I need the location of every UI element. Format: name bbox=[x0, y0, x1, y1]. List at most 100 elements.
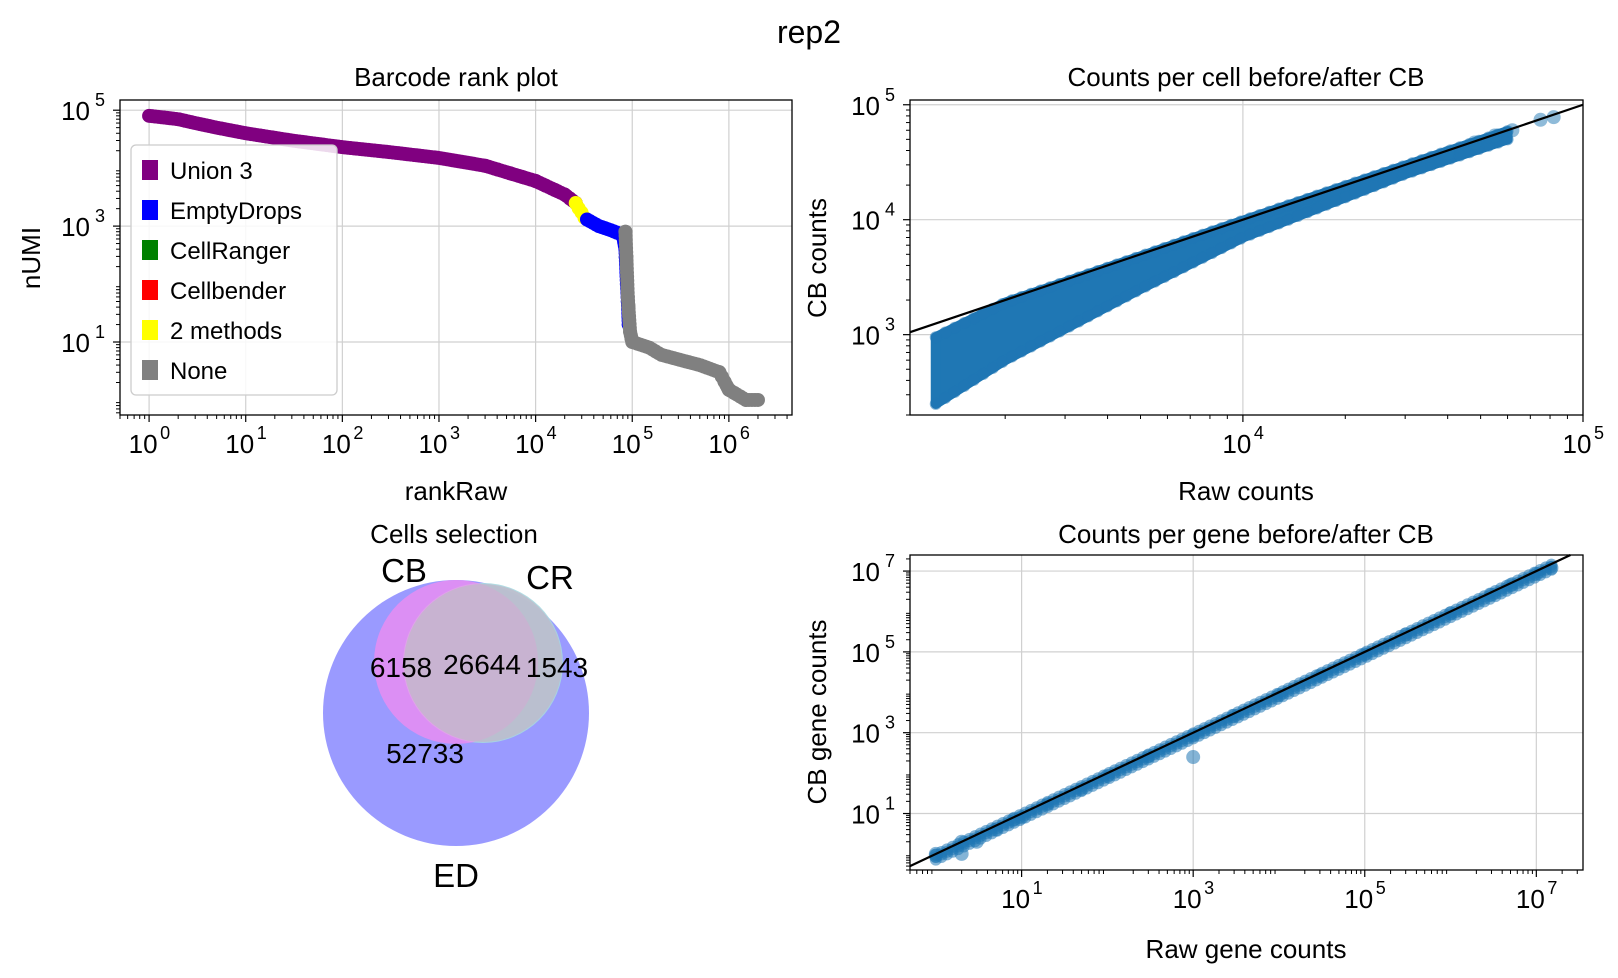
genes-ylabel: CB gene counts bbox=[802, 619, 832, 804]
genes-point bbox=[988, 822, 1003, 837]
genes-title: Counts per gene before/after CB bbox=[1058, 519, 1434, 549]
cells-point bbox=[1282, 213, 1295, 226]
x-tick-exponent: 0 bbox=[160, 423, 170, 443]
cells-point bbox=[1053, 325, 1066, 338]
legend-box bbox=[130, 144, 338, 396]
barcode-ticks: 10 0 10 1 10 2 10 3 10 4 10 5 10 610 110 310 5 bbox=[61, 90, 788, 459]
barcode-point bbox=[515, 170, 530, 185]
x-tick-exponent: 4 bbox=[1254, 423, 1264, 443]
x-tick-exponent: 5 bbox=[643, 423, 653, 443]
barcode-point bbox=[625, 335, 640, 350]
y-tick-label: 10 bbox=[61, 96, 90, 126]
cells-title: Counts per cell before/after CB bbox=[1068, 62, 1425, 92]
cells-point bbox=[1320, 198, 1333, 211]
y-tick-exponent: 3 bbox=[885, 315, 895, 335]
venn-title: Cells selection bbox=[370, 519, 538, 549]
venn-region-cb-ed: 6158 bbox=[370, 652, 432, 683]
cells-point bbox=[1187, 256, 1200, 269]
cells-point bbox=[1168, 266, 1181, 279]
cells-point bbox=[1263, 221, 1276, 234]
x-tick-label: 10 bbox=[1516, 884, 1545, 914]
y-tick-label: 10 bbox=[851, 206, 880, 236]
venn-set-label-ed: ED bbox=[433, 857, 479, 894]
cells-point bbox=[1025, 340, 1038, 353]
cells-point bbox=[967, 312, 980, 325]
cells-point bbox=[1310, 202, 1323, 215]
cells-point bbox=[1139, 280, 1152, 293]
cells-point bbox=[977, 367, 990, 380]
genes-panel: 10 1 10 3 10 5 10 710 110 310 510 7 Counts per gene… bbox=[802, 519, 1584, 964]
x-tick-label: 10 bbox=[1222, 429, 1251, 459]
cells-point bbox=[977, 307, 990, 320]
x-tick-exponent: 2 bbox=[353, 423, 363, 443]
cells-point bbox=[1091, 305, 1104, 318]
cells-point bbox=[1177, 261, 1190, 274]
cells-point bbox=[1482, 139, 1495, 152]
cells-point bbox=[958, 316, 971, 329]
y-tick-exponent: 5 bbox=[885, 632, 895, 652]
cells-point bbox=[1406, 165, 1419, 178]
legend-swatch bbox=[142, 160, 158, 180]
x-tick-label: 10 bbox=[708, 429, 737, 459]
genes-point bbox=[1544, 560, 1559, 575]
cells-point bbox=[1349, 187, 1362, 200]
genes-frame bbox=[909, 554, 1584, 871]
cells-ylabel: CB counts bbox=[802, 198, 832, 318]
legend-label: Cellbender bbox=[170, 278, 286, 305]
cells-point bbox=[1072, 315, 1085, 328]
cells-point bbox=[1415, 162, 1428, 175]
cells-point bbox=[1148, 275, 1161, 288]
cells-xlabel: Raw counts bbox=[1178, 476, 1314, 506]
cells-point bbox=[1101, 300, 1114, 313]
legend-label: EmptyDrops bbox=[170, 198, 302, 225]
legend-swatch bbox=[142, 200, 158, 220]
y-tick-label: 10 bbox=[851, 91, 880, 121]
cells-panel: 10 4 10 510 310 410 5 Counts per cell before/a… bbox=[802, 62, 1604, 506]
barcode-point bbox=[750, 392, 765, 407]
barcode-point bbox=[738, 392, 753, 407]
y-tick-label: 10 bbox=[61, 328, 90, 358]
x-tick-exponent: 5 bbox=[1594, 423, 1604, 443]
cells-point bbox=[1015, 345, 1028, 358]
y-tick-exponent: 4 bbox=[885, 200, 895, 220]
x-tick-label: 10 bbox=[1001, 884, 1030, 914]
genes-data bbox=[909, 554, 1571, 868]
cells-frame bbox=[909, 99, 1584, 416]
cells-point bbox=[1368, 180, 1381, 193]
cells-point bbox=[1377, 176, 1390, 189]
venn-region-all: 26644 bbox=[443, 649, 521, 680]
cells-point bbox=[1358, 183, 1371, 196]
legend-swatch bbox=[142, 280, 158, 300]
y-tick-exponent: 5 bbox=[885, 85, 895, 105]
genes-xlabel: Raw gene counts bbox=[1146, 934, 1347, 964]
genes-point bbox=[969, 834, 984, 849]
cells-point bbox=[1044, 330, 1057, 343]
barcode-rank-panel: Union 3 EmptyDrops CellRanger Cellbender 2 m… bbox=[16, 62, 793, 506]
cells-point bbox=[1463, 146, 1476, 159]
cells-point bbox=[1196, 251, 1209, 264]
y-tick-label: 10 bbox=[851, 557, 880, 587]
venn-panel: Cells selection CB CR ED 6158 26644 1543… bbox=[323, 519, 589, 894]
x-tick-exponent: 5 bbox=[1376, 878, 1386, 898]
cells-point bbox=[986, 361, 999, 374]
y-tick-label: 10 bbox=[851, 638, 880, 668]
cells-point bbox=[1244, 228, 1257, 241]
y-tick-label: 10 bbox=[61, 212, 90, 242]
barcode-point bbox=[490, 162, 505, 177]
legend-label: Union 3 bbox=[170, 158, 253, 185]
y-tick-exponent: 1 bbox=[885, 794, 895, 814]
cells-point bbox=[1291, 209, 1304, 222]
cells-point bbox=[1387, 172, 1400, 185]
venn-region-ed: 52733 bbox=[386, 738, 464, 769]
barcode-point bbox=[503, 166, 518, 181]
cells-point bbox=[1082, 310, 1095, 323]
genes-point bbox=[1186, 750, 1201, 765]
x-tick-label: 10 bbox=[612, 429, 641, 459]
x-tick-exponent: 1 bbox=[1033, 878, 1043, 898]
x-tick-label: 10 bbox=[419, 429, 448, 459]
cells-point bbox=[1453, 149, 1466, 162]
cells-point bbox=[1425, 159, 1438, 172]
legend-label: CellRanger bbox=[170, 238, 290, 265]
figure-suptitle: rep2 bbox=[777, 14, 841, 50]
cells-data bbox=[909, 103, 1584, 410]
